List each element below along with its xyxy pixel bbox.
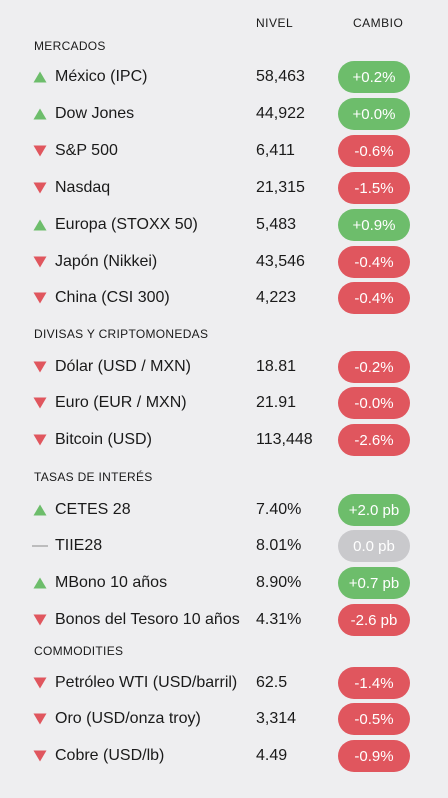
- change-badge: -2.6%: [338, 424, 410, 456]
- change-badge: -0.6%: [338, 135, 410, 167]
- change-badge: -2.6 pb: [338, 604, 410, 636]
- instrument-name: Bonos del Tesoro 10 años: [55, 611, 240, 628]
- instrument-name: Cobre (USD/lb): [55, 747, 165, 764]
- market-row: Bitcoin (USD) 113,448 -2.6%: [0, 423, 448, 457]
- instrument-name: Petróleo WTI (USD/barril): [55, 674, 238, 691]
- down-triangle-icon: [33, 361, 47, 373]
- section-title: COMMODITIES: [34, 644, 124, 658]
- instrument-level: 6,411: [256, 142, 295, 159]
- change-badge: -0.5%: [338, 703, 410, 735]
- instrument-name: MBono 10 años: [55, 574, 168, 591]
- instrument-level: 21,315: [256, 179, 305, 196]
- up-triangle-icon: [33, 71, 47, 83]
- section-title: MERCADOS: [34, 39, 106, 53]
- change-badge: -1.5%: [338, 172, 410, 204]
- instrument-level: 62.5: [256, 674, 288, 691]
- instrument-level: 43,546: [256, 253, 305, 270]
- instrument-name: Europa (STOXX 50): [55, 216, 198, 233]
- down-triangle-icon: [33, 182, 47, 194]
- market-row: Nasdaq 21,315 -1.5%: [0, 171, 448, 205]
- level-column-header: NIVEL: [256, 16, 294, 30]
- market-row: Cobre (USD/lb) 4.49 -0.9%: [0, 739, 448, 773]
- change-badge: -0.4%: [338, 246, 410, 278]
- down-triangle-icon: [33, 677, 47, 689]
- market-row: Japón (Nikkei) 43,546 -0.4%: [0, 245, 448, 279]
- up-triangle-icon: [33, 577, 47, 589]
- up-triangle-icon: [33, 108, 47, 120]
- market-row: Dow Jones 44,922 +0.0%: [0, 97, 448, 131]
- instrument-name: Dólar (USD / MXN): [55, 358, 192, 375]
- change-badge: -0.0%: [338, 387, 410, 419]
- instrument-level: 4,223: [256, 289, 297, 306]
- market-row: Oro (USD/onza troy) 3,314 -0.5%: [0, 702, 448, 736]
- market-row: CETES 28 7.40% +2.0 pb: [0, 493, 448, 527]
- instrument-level: 4.49: [256, 747, 288, 764]
- market-row: Dólar (USD / MXN) 18.81 -0.2%: [0, 350, 448, 384]
- down-triangle-icon: [33, 713, 47, 725]
- market-row: Euro (EUR / MXN) 21.91 -0.0%: [0, 386, 448, 420]
- section-title: TASAS DE INTERÉS: [34, 470, 153, 484]
- instrument-name: Euro (EUR / MXN): [55, 394, 187, 411]
- change-badge: -0.9%: [338, 740, 410, 772]
- instrument-name: México (IPC): [55, 68, 148, 85]
- instrument-level: 44,922: [256, 105, 305, 122]
- change-badge: 0.0 pb: [338, 530, 410, 562]
- instrument-name: China (CSI 300): [55, 289, 170, 306]
- instrument-level: 113,448: [256, 431, 313, 448]
- instrument-name: Japón (Nikkei): [55, 253, 158, 270]
- change-badge: +2.0 pb: [338, 494, 410, 526]
- change-column-header: CAMBIO: [353, 16, 404, 30]
- down-triangle-icon: [33, 397, 47, 409]
- instrument-name: Nasdaq: [55, 179, 111, 196]
- instrument-level: 5,483: [256, 216, 297, 233]
- down-triangle-icon: [33, 434, 47, 446]
- down-triangle-icon: [33, 292, 47, 304]
- instrument-level: 18.81: [256, 358, 297, 375]
- down-triangle-icon: [33, 614, 47, 626]
- market-row: Bonos del Tesoro 10 años 4.31% -2.6 pb: [0, 603, 448, 637]
- neutral-dash-icon: [32, 540, 48, 552]
- instrument-level: 7.40%: [256, 501, 302, 518]
- instrument-level: 8.90%: [256, 574, 302, 591]
- change-badge: -0.4%: [338, 282, 410, 314]
- instrument-name: Dow Jones: [55, 105, 135, 122]
- instrument-name: Bitcoin (USD): [55, 431, 152, 448]
- up-triangle-icon: [33, 219, 47, 231]
- instrument-name: TIIE28: [55, 537, 103, 554]
- change-badge: -0.2%: [338, 351, 410, 383]
- market-row: MBono 10 años 8.90% +0.7 pb: [0, 566, 448, 600]
- instrument-level: 8.01%: [256, 537, 302, 554]
- instrument-level: 4.31%: [256, 611, 302, 628]
- down-triangle-icon: [33, 145, 47, 157]
- market-row: Europa (STOXX 50) 5,483 +0.9%: [0, 208, 448, 242]
- change-badge: +0.7 pb: [338, 567, 410, 599]
- change-badge: +0.2%: [338, 61, 410, 93]
- market-row: TIIE28 8.01% 0.0 pb: [0, 529, 448, 563]
- change-badge: -1.4%: [338, 667, 410, 699]
- instrument-name: CETES 28: [55, 501, 131, 518]
- down-triangle-icon: [33, 256, 47, 268]
- change-badge: +0.9%: [338, 209, 410, 241]
- instrument-name: S&P 500: [55, 142, 118, 159]
- instrument-level: 21.91: [256, 394, 297, 411]
- instrument-name: Oro (USD/onza troy): [55, 710, 201, 727]
- market-row: México (IPC) 58,463 +0.2%: [0, 60, 448, 94]
- section-title: DIVISAS Y CRIPTOMONEDAS: [34, 327, 209, 341]
- market-row: Petróleo WTI (USD/barril) 62.5 -1.4%: [0, 666, 448, 700]
- change-badge: +0.0%: [338, 98, 410, 130]
- instrument-level: 58,463: [256, 68, 305, 85]
- market-row: S&P 500 6,411 -0.6%: [0, 134, 448, 168]
- up-triangle-icon: [33, 504, 47, 516]
- down-triangle-icon: [33, 750, 47, 762]
- instrument-level: 3,314: [256, 710, 297, 727]
- market-row: China (CSI 300) 4,223 -0.4%: [0, 281, 448, 315]
